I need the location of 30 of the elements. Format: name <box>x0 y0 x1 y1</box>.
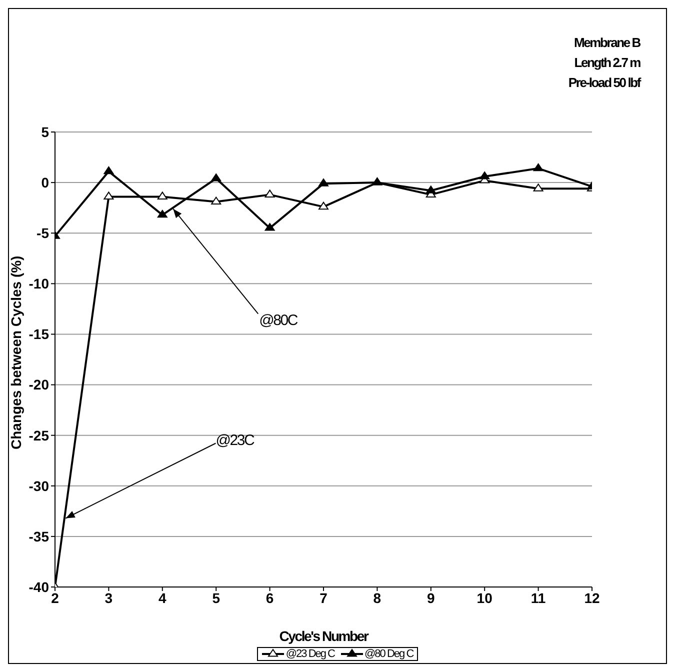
y-tick-label: -20 <box>28 376 50 393</box>
y-tick-label: -25 <box>28 427 50 444</box>
x-tick-label: 12 <box>584 590 600 606</box>
y-tick-label: 0 <box>41 174 50 191</box>
y-tick-label: -5 <box>36 225 50 242</box>
x-tick-label: 9 <box>427 590 435 606</box>
x-tick-label: 6 <box>266 590 274 606</box>
y-tick-label: -30 <box>28 478 50 494</box>
x-tick-label: 7 <box>320 590 328 606</box>
y-tick-label: -10 <box>28 276 50 292</box>
legend-label: @23 Deg C <box>286 648 334 660</box>
x-tick-label: 10 <box>476 590 493 606</box>
x-tick-label: 5 <box>212 590 220 606</box>
y-tick-label: 5 <box>41 124 50 140</box>
text: Pre-load 50 lbf <box>568 74 640 92</box>
x-tick-label: 2 <box>51 590 60 606</box>
x-tick-label: 8 <box>373 590 382 606</box>
y-tick-label: -40 <box>28 578 50 595</box>
text: Length 2.7 m <box>573 54 640 72</box>
x-tick-label: 11 <box>530 590 546 606</box>
y-tick-label: -15 <box>28 326 50 342</box>
annotation: @80C <box>259 312 298 329</box>
x-tick-label: 3 <box>104 590 113 606</box>
chart-title: Membrane B <box>572 34 640 52</box>
x-tick-label: 4 <box>158 590 166 606</box>
x-axis-title: Cycle's Number <box>279 628 370 644</box>
y-tick-label: -35 <box>28 528 50 544</box>
legend-label: @80 Deg C <box>364 648 414 660</box>
annotation: @23C <box>216 432 256 450</box>
y-axis-title: Changes between Cycles (%) <box>8 256 24 450</box>
